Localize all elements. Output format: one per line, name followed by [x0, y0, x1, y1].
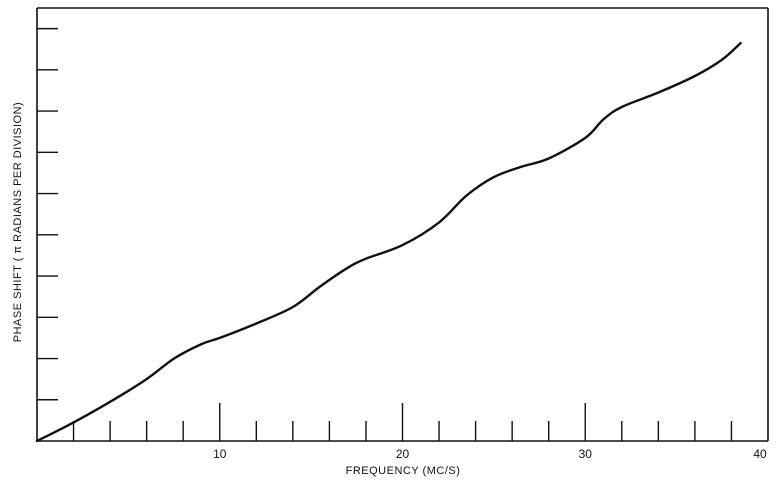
plot-frame [36, 7, 769, 442]
y-axis-label: PHASE SHIFT ( π RADIANS PER DIVISION) [12, 102, 24, 342]
x-tick-group [72, 403, 733, 441]
x-tick-label: 30 [579, 447, 593, 461]
x-axis-label: FREQUENCY (MC/S) [346, 465, 461, 477]
series-points [36, 43, 741, 442]
x-tick-label: 20 [396, 447, 410, 461]
x-tick-label: 10 [213, 447, 227, 461]
series-line [35, 41, 742, 443]
x-tick-label: 40 [753, 447, 767, 461]
x-tick-label-group: 10 20 30 40 [213, 447, 767, 461]
y-tick-group [37, 27, 58, 401]
